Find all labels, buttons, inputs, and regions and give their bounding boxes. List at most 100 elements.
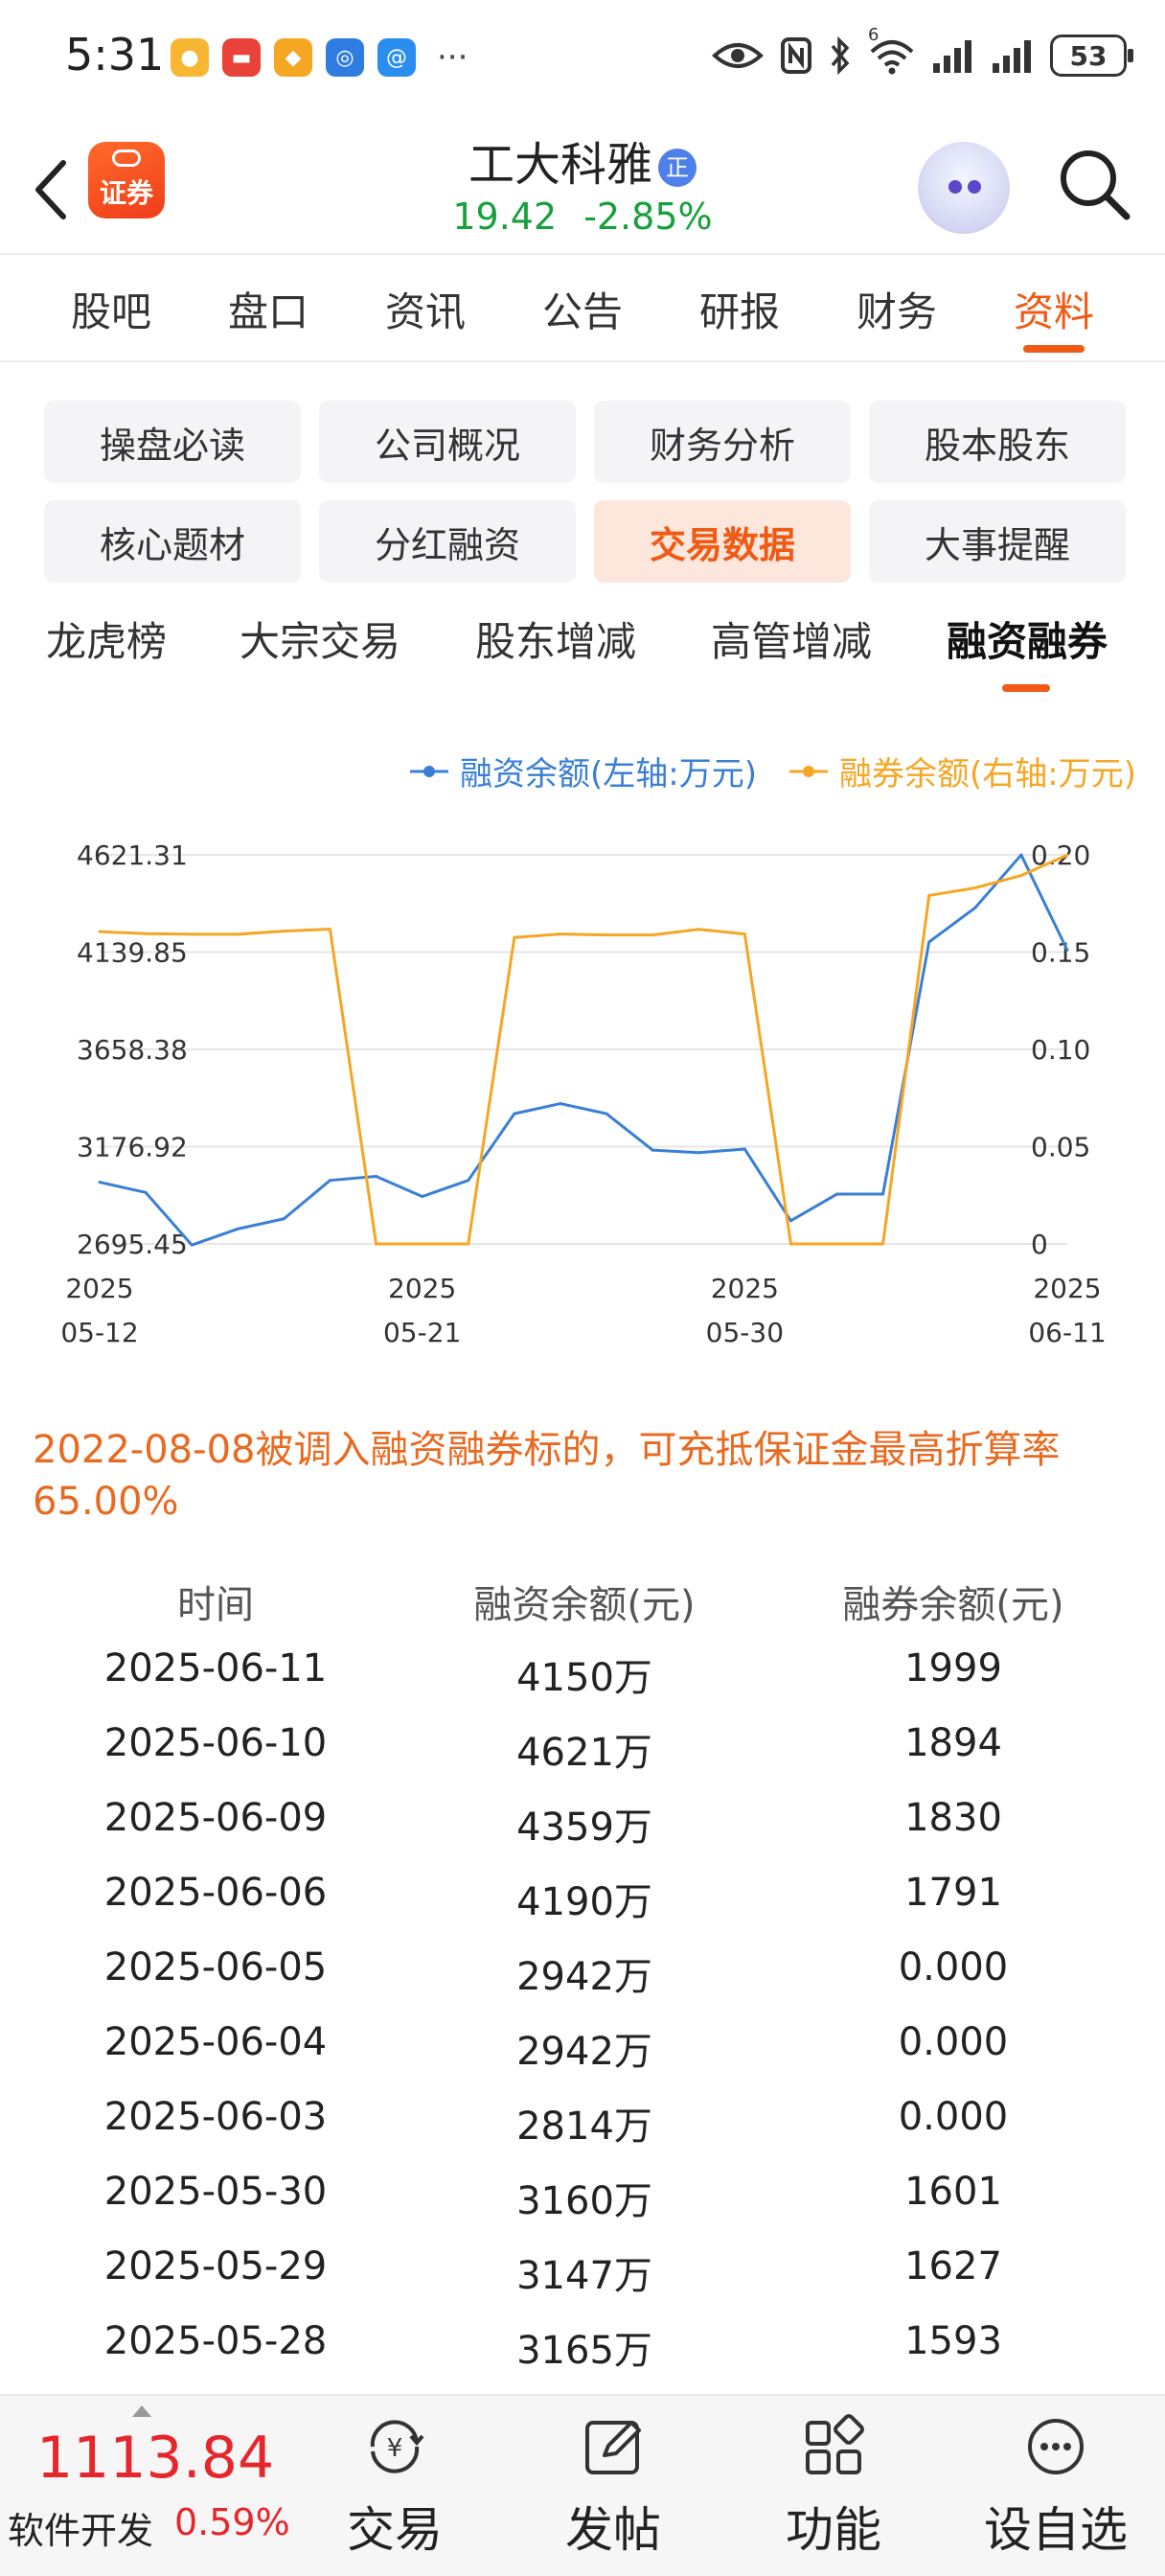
- financing-point: [742, 1147, 746, 1151]
- financing-point: [651, 1148, 654, 1152]
- subtab-executive-changes[interactable]: 高管增减: [711, 618, 873, 665]
- sector-change: 0.59%: [174, 2501, 290, 2543]
- table-row[interactable]: 2025-05-29 3147万 1627: [0, 2233, 1165, 2308]
- tab-pankou[interactable]: 盘口: [227, 288, 308, 335]
- financing-point: [328, 1179, 331, 1183]
- tab-finance[interactable]: 财务: [856, 288, 937, 335]
- pill-financial-analysis[interactable]: 财务分析: [594, 401, 851, 483]
- pill-events[interactable]: 大事提醒: [869, 500, 1126, 583]
- table-row[interactable]: 2025-06-05 2942万 0.000: [0, 1934, 1165, 2009]
- securities-point: [835, 1242, 839, 1246]
- pill-core-themes[interactable]: 核心题材: [44, 500, 301, 583]
- tab-profile[interactable]: 资料: [1013, 288, 1094, 335]
- nav-post-label: 发帖: [565, 2502, 661, 2558]
- cell-securities: 0.000: [898, 2020, 1009, 2064]
- legend-securities[interactable]: 融券余额(右轴:万元): [789, 748, 1136, 794]
- financing-point: [513, 1112, 516, 1116]
- subtab-block-trades[interactable]: 大宗交易: [240, 618, 401, 665]
- battery-icon: 53: [1050, 34, 1133, 77]
- cell-date: 2025-06-04: [103, 2020, 328, 2064]
- cell-date: 2025-06-11: [103, 1646, 328, 1690]
- financing-point: [1065, 948, 1069, 952]
- svg-text:¥: ¥: [387, 2434, 403, 2463]
- cell-date: 2025-05-30: [103, 2170, 328, 2214]
- stock-badge: 正: [658, 149, 697, 187]
- table-row[interactable]: 2025-06-11 4150万 1999: [0, 1635, 1165, 1710]
- tab-announcements[interactable]: 公告: [541, 288, 623, 335]
- table-row[interactable]: 2025-06-06 4190万 1791: [0, 1859, 1165, 1934]
- header-date: 时间: [177, 1583, 254, 1627]
- sector-name[interactable]: 软件开发: [8, 2510, 154, 2552]
- pill-dividends-financing[interactable]: 分红融资: [319, 500, 576, 583]
- nav-add-watchlist-button[interactable]: 设自选: [970, 2413, 1142, 2561]
- header-divider: [0, 253, 1165, 255]
- pill-shareholders[interactable]: 股本股东: [869, 401, 1126, 483]
- securities-point: [98, 930, 102, 933]
- status-time: 5:31: [65, 29, 165, 80]
- stock-change: -2.85%: [583, 196, 713, 238]
- browser-app-icon: @: [377, 38, 416, 77]
- securities-point: [881, 1242, 885, 1246]
- trade-icon: ¥: [370, 2420, 424, 2473]
- table-row[interactable]: 2025-05-28 3165万 1593: [0, 2308, 1165, 2382]
- system-indicators: 6 53: [711, 25, 1133, 77]
- stock-quote: 19.42 -2.85%: [0, 196, 1165, 238]
- tab-research[interactable]: 研报: [698, 288, 780, 335]
- subtab-margin-trading[interactable]: 融资融券: [947, 618, 1108, 665]
- sector-index-value[interactable]: 1113.84: [36, 2425, 275, 2492]
- y-left-tick-label: 4139.85: [77, 937, 188, 969]
- tab-news[interactable]: 资讯: [384, 288, 466, 335]
- nav-post-button[interactable]: 发帖: [527, 2413, 699, 2561]
- financing-point: [973, 906, 977, 909]
- search-icon[interactable]: [1054, 144, 1134, 224]
- table-row[interactable]: 2025-06-04 2942万 0.000: [0, 2009, 1165, 2083]
- securities-logo[interactable]: 证券: [88, 142, 165, 218]
- financing-point: [835, 1192, 839, 1196]
- nav-functions-button[interactable]: 功能: [747, 2413, 920, 2561]
- table-row[interactable]: 2025-05-30 3160万 1601: [0, 2158, 1165, 2233]
- securities-point: [788, 1242, 792, 1246]
- legend-securities-label: 融券余额(右轴:万元): [839, 755, 1136, 794]
- table-row[interactable]: 2025-06-09 4359万 1830: [0, 1784, 1165, 1859]
- cell-securities: 1830: [904, 1796, 1002, 1840]
- nfc-icon: [781, 37, 811, 74]
- table-row[interactable]: 2025-06-03 2814万 0.000: [0, 2083, 1165, 2158]
- stock-title: 工大科雅正: [0, 126, 1165, 194]
- notes-app-icon: ▬: [222, 38, 261, 77]
- assistant-robot-avatar[interactable]: [918, 142, 1010, 234]
- more-notifications-icon: ···: [437, 38, 468, 77]
- legend-financing-marker: [410, 765, 449, 777]
- app-icon: ◆: [274, 38, 312, 77]
- legend-financing[interactable]: 融资余额(左轴:万元): [410, 748, 757, 794]
- margin-note: 2022-08-08被调入融资融券标的，可充抵保证金最高折算率65.00%: [33, 1428, 1061, 1524]
- back-icon[interactable]: [25, 151, 79, 228]
- wifi-icon: 6: [868, 25, 916, 75]
- cell-financing: 2942万: [516, 1955, 652, 1999]
- nav-add-watchlist-label: 设自选: [984, 2502, 1128, 2558]
- tab-guba[interactable]: 股吧: [70, 288, 151, 335]
- securities-point: [651, 933, 654, 937]
- securities-point: [1019, 874, 1023, 878]
- table-row[interactable]: 2025-06-10 4621万 1894: [0, 1710, 1165, 1784]
- subtab-dragon-tiger[interactable]: 龙虎榜: [46, 618, 168, 665]
- securities-point: [421, 1242, 424, 1246]
- active-tab-indicator: [1023, 345, 1085, 353]
- pill-company-overview[interactable]: 公司概况: [319, 401, 576, 483]
- cell-financing: 2814万: [516, 2104, 652, 2149]
- x-tick-label-date: 05-21: [383, 1317, 461, 1348]
- legend-financing-label: 融资余额(左轴:万元): [460, 755, 758, 794]
- pill-trading-must-read[interactable]: 操盘必读: [44, 401, 301, 483]
- header-securities: 融券余额(元): [842, 1583, 1064, 1627]
- pill-trading-data[interactable]: 交易数据: [594, 500, 851, 583]
- securities-point: [144, 932, 148, 935]
- x-tick-label-date: 05-30: [706, 1317, 784, 1348]
- securities-point: [328, 928, 331, 932]
- nav-trade-button[interactable]: ¥ 交易: [308, 2413, 481, 2561]
- x-tick-label-year: 2025: [1033, 1273, 1101, 1304]
- financing-point: [1019, 853, 1023, 857]
- y-right-tick-label: 0.15: [1031, 937, 1090, 969]
- securities-point: [742, 932, 746, 936]
- y-right-tick-label: 0: [1031, 1229, 1048, 1260]
- subtab-shareholder-changes[interactable]: 股东增减: [475, 618, 637, 665]
